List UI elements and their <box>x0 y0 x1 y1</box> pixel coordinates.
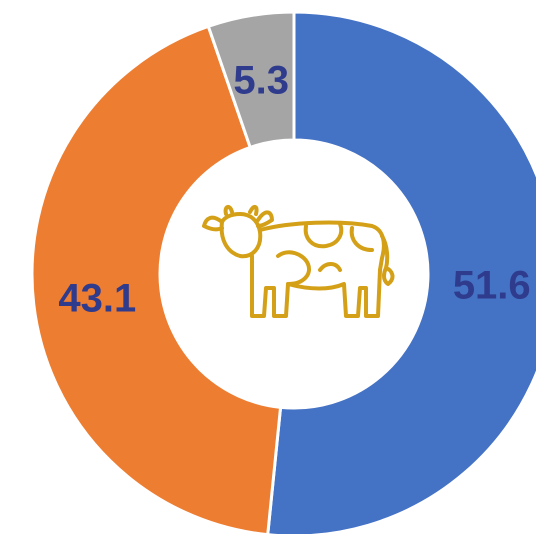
data-label: 51.6 <box>453 264 531 308</box>
data-label: 5.3 <box>233 58 289 102</box>
slice <box>30 24 283 534</box>
cow-icon <box>202 205 395 318</box>
labels: 51.6 43.1 5.3 <box>58 58 530 320</box>
data-label: 43.1 <box>58 277 136 321</box>
slice <box>266 10 536 534</box>
slice <box>206 10 296 150</box>
slices <box>30 10 536 534</box>
